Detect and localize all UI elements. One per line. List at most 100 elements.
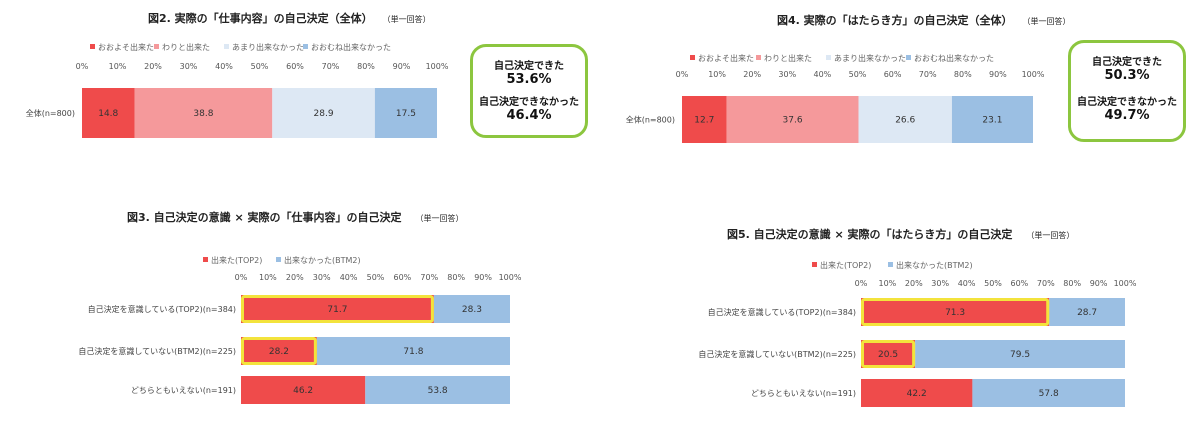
chart2-callout-no-value: 46.4%	[506, 108, 552, 123]
chart5-data-label: 42.2	[907, 389, 927, 399]
chart5-legend-swatch	[812, 262, 817, 267]
chart5-legend-label: 出来なかった(BTM2)	[896, 260, 973, 270]
chart3-tick-label: 90%	[474, 273, 492, 282]
chart4-tick-label: 60%	[884, 70, 902, 79]
chart3-bar-segment	[316, 337, 510, 365]
chart5-highlight-outline	[861, 340, 916, 368]
chart5-tick-label: 40%	[958, 279, 976, 288]
chart4-tick-label: 50%	[849, 70, 867, 79]
chart2-legend-label: おおよそ出来た	[98, 42, 154, 52]
chart2-bar-segment	[134, 88, 273, 138]
chart2-bar-segment	[272, 88, 375, 138]
chart3-tick-label: 10%	[259, 273, 277, 282]
chart3-data-label: 53.8	[428, 386, 448, 396]
chart3-tick-label: 20%	[286, 273, 304, 282]
chart2-tick-label: 90%	[393, 62, 411, 71]
chart3-tick-label: 70%	[420, 273, 438, 282]
chart2-callout-no-label: 自己決定できなかった	[479, 97, 579, 108]
chart2-tick-label: 70%	[322, 62, 340, 71]
chart3-category-label: 自己決定を意識していない(BTM2)(n=225)	[78, 346, 236, 356]
chart4-title: 図4. 実際の「はたらき方」の自己決定（全体） （単一回答）	[777, 12, 1070, 28]
chart2-tick-label: 60%	[286, 62, 304, 71]
chart3-tick-label: 80%	[447, 273, 465, 282]
chart4-legend-swatch	[826, 55, 831, 60]
chart5-data-label: 28.7	[1077, 308, 1097, 318]
chart5-bar-segment	[861, 340, 916, 368]
chart4-legend-swatch	[756, 55, 761, 60]
chart4-legend-label: あまり出来なかった	[834, 53, 906, 63]
chart4-summary-callout: 自己決定できた 50.3% 自己決定できなかった 49.7%	[1068, 40, 1186, 142]
chart5-data-label: 20.5	[878, 350, 898, 360]
chart4-callout-no-label: 自己決定できなかった	[1077, 97, 1177, 108]
chart3-bar-segment	[433, 295, 510, 323]
chart3-tick-label: 100%	[499, 273, 522, 282]
chart5-tick-label: 70%	[1037, 279, 1055, 288]
chart5-category-label: 自己決定を意識している(TOP2)(n=384)	[708, 307, 856, 317]
chart5-bar-segment	[972, 379, 1125, 407]
chart5-bar-segment	[861, 379, 973, 407]
chart4-data-label: 37.6	[783, 116, 803, 126]
chart5-tick-label: 60%	[1011, 279, 1029, 288]
chart2-tick-label: 50%	[251, 62, 269, 71]
chart2-bar-segment	[374, 88, 437, 138]
chart2-category-label: 全体(n=800)	[26, 108, 75, 118]
chart2-data-label: 17.5	[396, 109, 416, 119]
chart2-tick-label: 30%	[180, 62, 198, 71]
chart5-data-label: 71.3	[945, 308, 965, 318]
chart3-bar-segment	[241, 337, 317, 365]
chart4-tick-label: 20%	[743, 70, 761, 79]
chart5-tick-label: 80%	[1063, 279, 1081, 288]
chart2-legend-swatch	[303, 44, 308, 49]
chart3-highlight-outline	[241, 337, 317, 365]
chart5-tick-label: 100%	[1114, 279, 1137, 288]
chart2-subtitle: （単一回答）	[386, 15, 431, 24]
chart3-tick-label: 40%	[340, 273, 358, 282]
chart2-data-label: 38.8	[193, 109, 213, 119]
chart4-bar-segment	[858, 96, 952, 143]
chart3-data-label: 28.2	[269, 347, 289, 357]
chart3-bar-segment	[241, 295, 434, 323]
chart3-subtitle: （単一回答）	[415, 214, 464, 223]
chart5-title-text: 図5. 自己決定の意識 × 実際の「はたらき方」の自己決定	[727, 228, 1013, 241]
chart4-data-label: 23.1	[982, 116, 1002, 126]
chart2-title: 図2. 実際の「仕事内容」の自己決定（全体） （単一回答）	[148, 10, 431, 26]
chart3-legend-label: 出来た(TOP2)	[211, 255, 262, 265]
chart2-callout-yes-label: 自己決定できた	[494, 61, 564, 72]
chart4-legend-swatch	[906, 55, 911, 60]
chart5-category-label: 自己決定を意識していない(BTM2)(n=225)	[698, 349, 856, 359]
chart3-category-label: どちらともいえない(n=191)	[131, 386, 236, 395]
chart4-bar-segment	[682, 96, 727, 143]
chart2-tick-label: 100%	[426, 62, 449, 71]
chart2-tick-label: 10%	[109, 62, 127, 71]
chart3-tick-label: 50%	[367, 273, 385, 282]
chart4-legend-label: わりと出来た	[764, 53, 812, 63]
chart2-callout-yes-value: 53.6%	[506, 72, 552, 87]
chart2-legend-swatch	[90, 44, 95, 49]
chart5-tick-label: 50%	[984, 279, 1002, 288]
chart5-bar-segment	[915, 340, 1125, 368]
chart5-tick-label: 10%	[879, 279, 897, 288]
chart2-legend-swatch	[224, 44, 229, 49]
chart2-tick-label: 0%	[76, 62, 89, 71]
chart4-subtitle: （単一回答）	[1026, 17, 1071, 26]
chart3-tick-label: 0%	[235, 273, 248, 282]
chart5-title: 図5. 自己決定の意識 × 実際の「はたらき方」の自己決定 （単一回答）	[727, 226, 1074, 242]
chart4-callout-yes-value: 50.3%	[1104, 68, 1150, 83]
chart5-subtitle: （単一回答）	[1026, 231, 1075, 240]
chart4-tick-label: 30%	[778, 70, 796, 79]
chart4-bar-segment	[951, 96, 1033, 143]
chart2-legend-swatch	[154, 44, 159, 49]
chart2-data-label: 14.8	[98, 109, 118, 119]
chart2-legend-label: おおむね出来なかった	[311, 42, 391, 52]
chart5-legend-swatch	[888, 262, 893, 267]
chart4-tick-label: 90%	[989, 70, 1007, 79]
chart4-legend-swatch	[690, 55, 695, 60]
chart2-tick-label: 20%	[144, 62, 162, 71]
chart2-bar-segment	[82, 88, 135, 138]
chart3-highlight-outline	[241, 295, 434, 323]
chart5-tick-label: 30%	[931, 279, 949, 288]
chart4-data-label: 12.7	[694, 116, 714, 126]
chart3-legend-swatch	[276, 257, 281, 262]
chart3-title: 図3. 自己決定の意識 × 実際の「仕事内容」の自己決定 （単一回答）	[127, 209, 464, 225]
chart2-legend-label: あまり出来なかった	[232, 42, 304, 52]
